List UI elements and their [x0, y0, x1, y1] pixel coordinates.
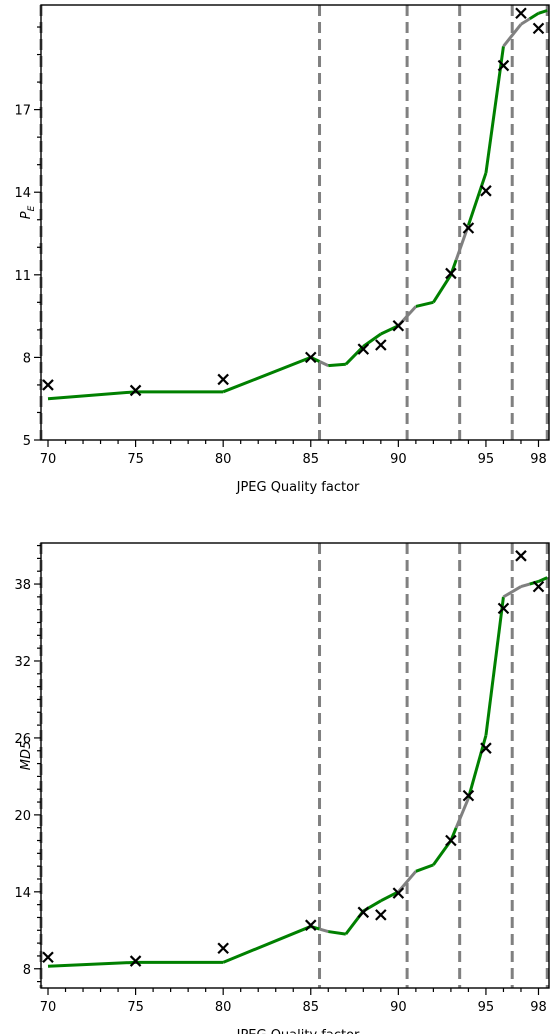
md5-data-point	[445, 834, 457, 847]
md5-data-point	[304, 919, 317, 931]
md5-x-tick-label: 95	[478, 1000, 495, 1015]
pe-series-segment	[520, 17, 531, 26]
md5-axes-frame	[40, 542, 550, 989]
pe-data-point	[532, 22, 545, 35]
md5-y-tick-label: 26	[14, 732, 31, 747]
md5-series-segment	[484, 596, 505, 736]
md5-data-point	[217, 942, 229, 955]
md5-y-axis-title: MD5	[19, 741, 34, 771]
md5-y-tick-label: 8	[23, 963, 31, 978]
md5-y-tick-label: 20	[14, 809, 31, 824]
md5-series-segment	[520, 582, 531, 589]
md5-series-segment	[222, 925, 312, 964]
pe-data-point	[304, 351, 317, 364]
pe-series-segment	[502, 23, 523, 48]
pe-series-segment	[318, 360, 329, 368]
pe-x-tick-label: 80	[215, 452, 232, 467]
md5-data-point	[392, 887, 405, 899]
pe-x-tick-label: 90	[390, 452, 407, 467]
pe-axes-frame	[40, 4, 550, 441]
pe-series-segment	[415, 300, 434, 308]
md5-series-segment	[319, 927, 329, 934]
pe-y-tick-label: 11	[14, 269, 31, 284]
md5-x-tick-label: 90	[390, 1000, 407, 1015]
pe-data-point	[480, 185, 492, 197]
pe-series-segment	[528, 11, 540, 21]
pe-series-segment	[362, 332, 382, 348]
pe-series-segment	[328, 362, 346, 368]
md5-series-segment	[415, 863, 434, 873]
pe-data-point	[445, 267, 457, 280]
pe-x-tick-label: 70	[40, 452, 57, 467]
md5-series-segment	[397, 870, 418, 893]
md5-data-point	[129, 955, 142, 967]
pe-series-segment	[47, 390, 136, 401]
md5-y-tick-label: 32	[14, 655, 31, 670]
pe-data-point	[129, 384, 142, 397]
pe-data-point	[392, 319, 405, 332]
pe-data-point	[497, 59, 510, 72]
md5-data-point	[497, 602, 510, 615]
md5-series-segment	[380, 890, 400, 903]
pe-x-tick-label: 85	[302, 452, 319, 467]
pe-x-tick-label: 75	[127, 452, 144, 467]
md5-data-point	[532, 580, 545, 593]
pe-series-segment	[344, 345, 365, 366]
pe-series-segment	[538, 9, 548, 15]
pe-y-tick-label: 8	[23, 351, 31, 366]
md5-series-segment	[328, 930, 347, 936]
md5-data-point	[462, 789, 475, 802]
pe-series-segment	[484, 46, 505, 174]
pe-x-tick-label: 95	[478, 452, 495, 467]
pe-data-point	[42, 379, 54, 391]
md5-x-axis-title: JPEG Quality factor	[236, 1028, 360, 1034]
pe-series-segment	[222, 356, 312, 394]
md5-data-point	[515, 550, 527, 562]
pe-data-point	[515, 7, 527, 20]
md5-x-tick-label: 80	[215, 1000, 232, 1015]
md5-series-segment	[454, 797, 470, 829]
md5-y-tick-label: 38	[14, 578, 31, 593]
pe-data-point	[217, 373, 229, 386]
chart-pe: 70 75 80 85 90 95 98 5 8 11 14 17 JPEG Quality facto…	[14, 4, 550, 495]
pe-y-axis-title: PE	[19, 205, 37, 219]
pe-y-tick-label: 14	[14, 186, 31, 201]
md5-y-tick-label: 14	[14, 886, 31, 901]
md5-data-point	[480, 742, 492, 754]
md5-x-tick-label: 98	[530, 1000, 547, 1015]
md5-x-tick-label: 85	[302, 1000, 319, 1015]
pe-y-tick-label: 17	[14, 104, 31, 119]
md5-data-point	[42, 951, 54, 963]
pe-data-point	[462, 222, 475, 234]
md5-data-point	[357, 906, 370, 919]
pe-x-tick-label: 98	[530, 452, 547, 467]
md5-series-segment	[502, 585, 522, 599]
md5-data-point	[375, 909, 387, 921]
pe-x-axis-title: JPEG Quality factor	[236, 480, 360, 495]
pe-data-point	[375, 339, 387, 351]
md5-series-segment	[47, 960, 136, 968]
md5-series-segment	[537, 576, 548, 583]
chart-md5: 70 75 80 85 90 95 98 8 14 20 26 32 38 JPEG Quality fa…	[14, 542, 550, 1034]
pe-data-point	[357, 343, 370, 355]
pe-series-segment	[466, 172, 488, 226]
md5-x-tick-label: 75	[127, 1000, 144, 1015]
md5-x-tick-label: 70	[40, 1000, 57, 1015]
pe-series-segment	[432, 274, 453, 304]
pe-y-tick-label: 5	[23, 434, 31, 449]
